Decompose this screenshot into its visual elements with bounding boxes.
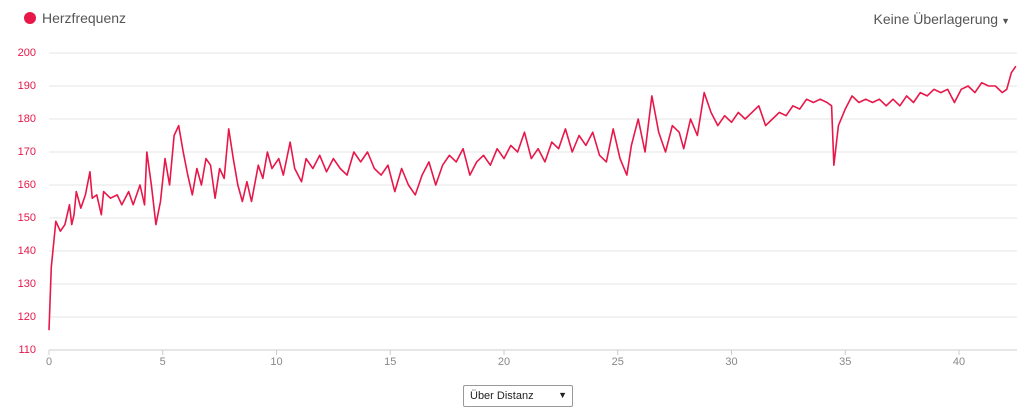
overlay-dropdown[interactable]: Keine Überlagerung ▼ xyxy=(874,11,1010,27)
y-tick-label: 180 xyxy=(18,113,36,125)
caret-icon: ▼ xyxy=(558,390,567,400)
y-tick-label: 120 xyxy=(18,311,36,323)
y-tick-label: 190 xyxy=(18,80,36,92)
x-tick-label: 40 xyxy=(953,356,965,368)
x-tick-label: 5 xyxy=(160,356,166,368)
axis-mode-select[interactable]: Über Distanz ▼ xyxy=(463,385,573,407)
x-tick-label: 0 xyxy=(46,356,52,368)
y-tick-label: 150 xyxy=(18,212,36,224)
y-tick-label: 140 xyxy=(18,245,36,257)
y-tick-label: 170 xyxy=(18,146,36,158)
y-tick-label: 130 xyxy=(18,278,36,290)
data-line xyxy=(48,65,1017,331)
legend-label: Herzfrequenz xyxy=(42,10,127,26)
x-tick-label: 30 xyxy=(725,356,737,368)
x-tick-label: 15 xyxy=(384,356,396,368)
legend-marker xyxy=(24,12,36,24)
x-tick-label: 20 xyxy=(498,356,510,368)
legend[interactable]: Herzfrequenz xyxy=(24,10,126,26)
caret-icon: ▼ xyxy=(1001,16,1010,26)
overlay-label: Keine Überlagerung xyxy=(873,11,999,27)
x-tick-label: 35 xyxy=(839,356,851,368)
y-tick-label: 110 xyxy=(18,344,36,356)
chart: 110 120 130 140 150 160 170 180 190 200 0 5 10 15 20 25… xyxy=(18,47,1017,368)
y-tick-label: 200 xyxy=(18,47,36,59)
axis-mode-label: Über Distanz xyxy=(470,390,534,402)
y-tick-label: 160 xyxy=(18,179,36,191)
x-tick-label: 25 xyxy=(612,356,624,368)
x-tick-label: 10 xyxy=(270,356,282,368)
